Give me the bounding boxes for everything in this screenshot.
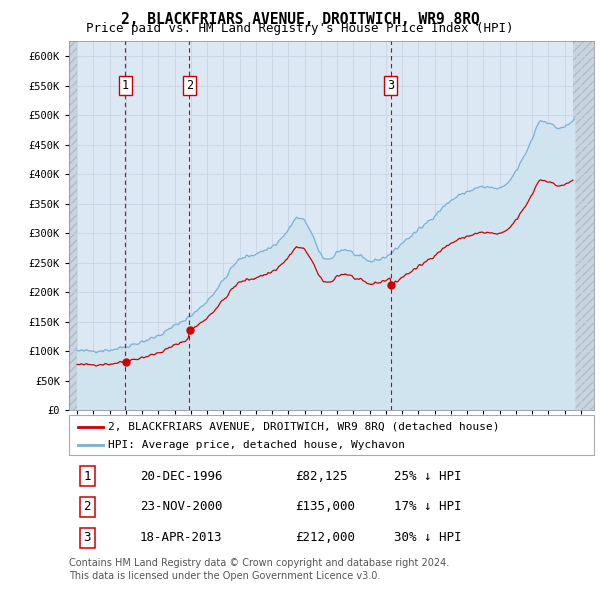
Text: Price paid vs. HM Land Registry's House Price Index (HPI): Price paid vs. HM Land Registry's House …	[86, 22, 514, 35]
Text: 1: 1	[83, 470, 91, 483]
Text: 3: 3	[387, 79, 394, 92]
Text: HPI: Average price, detached house, Wychavon: HPI: Average price, detached house, Wych…	[109, 441, 406, 450]
Text: £82,125: £82,125	[295, 470, 347, 483]
Text: 30% ↓ HPI: 30% ↓ HPI	[395, 531, 462, 544]
Text: Contains HM Land Registry data © Crown copyright and database right 2024.
This d: Contains HM Land Registry data © Crown c…	[69, 558, 449, 581]
Text: 25% ↓ HPI: 25% ↓ HPI	[395, 470, 462, 483]
Text: 2: 2	[83, 500, 91, 513]
Text: 18-APR-2013: 18-APR-2013	[140, 531, 223, 544]
Text: 17% ↓ HPI: 17% ↓ HPI	[395, 500, 462, 513]
Text: 2, BLACKFRIARS AVENUE, DROITWICH, WR9 8RQ (detached house): 2, BLACKFRIARS AVENUE, DROITWICH, WR9 8R…	[109, 422, 500, 432]
Text: 1: 1	[122, 79, 129, 92]
Bar	[573, 41, 594, 410]
Text: 3: 3	[83, 531, 91, 544]
Bar	[69, 41, 77, 410]
Text: £212,000: £212,000	[295, 531, 355, 544]
Text: 23-NOV-2000: 23-NOV-2000	[140, 500, 223, 513]
Text: 2: 2	[186, 79, 193, 92]
Text: 2, BLACKFRIARS AVENUE, DROITWICH, WR9 8RQ: 2, BLACKFRIARS AVENUE, DROITWICH, WR9 8R…	[121, 12, 479, 27]
FancyBboxPatch shape	[69, 415, 594, 455]
Text: £135,000: £135,000	[295, 500, 355, 513]
Text: 20-DEC-1996: 20-DEC-1996	[140, 470, 223, 483]
